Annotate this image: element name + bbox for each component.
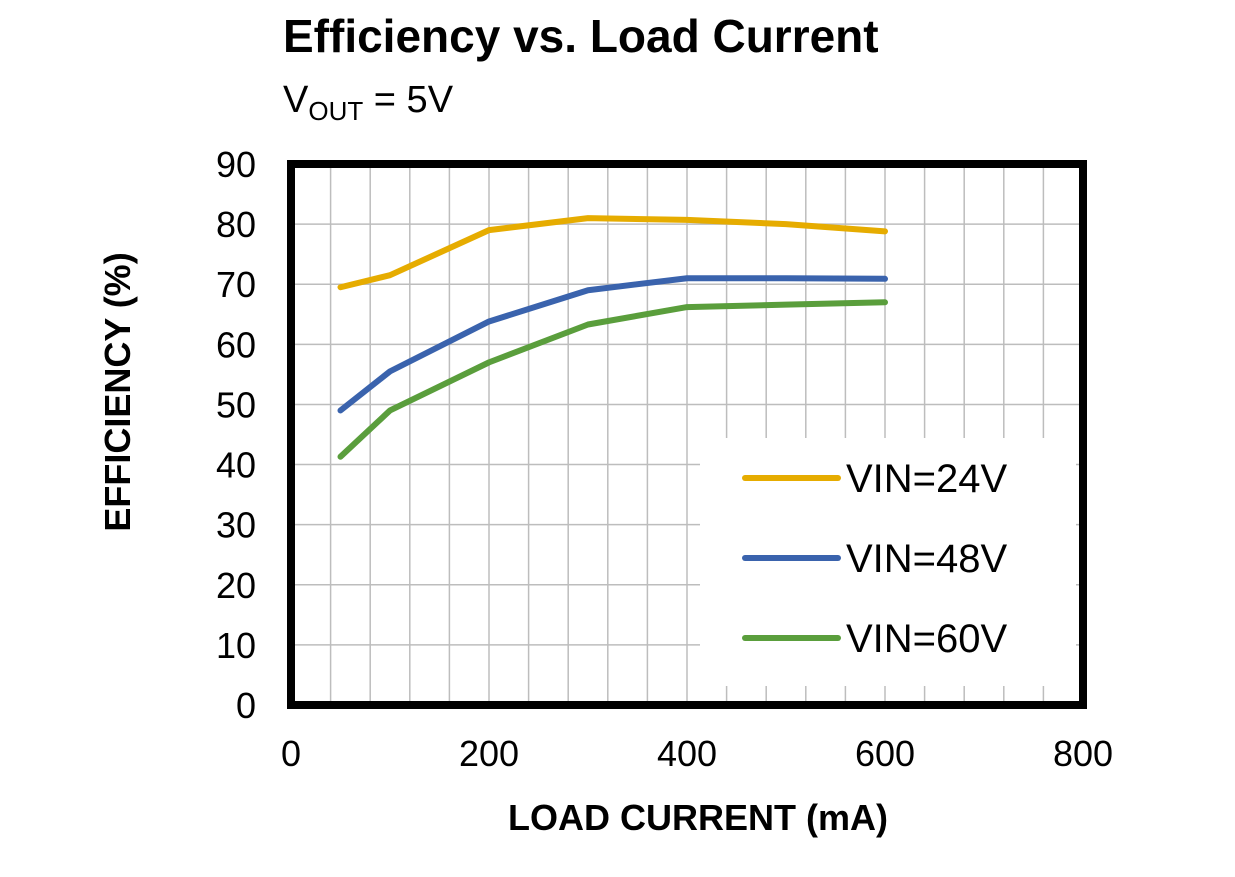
y-tick-label: 70 [216,264,256,305]
x-tick-label: 0 [281,733,301,774]
chart-subtitle: VOUT = 5V [283,79,454,126]
series-line-0 [337,215,888,291]
plot-frame [287,160,1087,709]
series-line-2 [337,299,888,460]
legend-label-1: VIN=48V [846,537,1008,581]
series-lines [337,215,888,460]
x-tick-label: 800 [1053,733,1113,774]
subtitle-v: V [283,79,309,121]
x-tick-label: 600 [855,733,915,774]
legend: VIN=24V VIN=48V VIN=60V [742,457,1008,661]
legend-label-0: VIN=24V [846,457,1008,501]
x-tick-label: 400 [657,733,717,774]
subtitle-rest: = 5V [363,79,453,121]
y-tick-label: 80 [216,204,256,245]
y-tick-label: 0 [236,685,256,726]
y-axis-label: EFFICIENCY (%) [97,252,138,531]
series-line-1 [337,275,888,414]
y-tick-label: 30 [216,505,256,546]
x-tick-labels: 0 200 400 600 800 [281,733,1113,774]
legend-label-2: VIN=60V [846,617,1008,661]
x-axis-label: LOAD CURRENT (mA) [508,797,888,838]
chart-title: Efficiency vs. Load Current [283,10,879,62]
y-tick-label: 20 [216,565,256,606]
y-tick-label: 90 [216,144,256,185]
y-tick-label: 50 [216,384,256,425]
y-tick-labels: 0 10 20 30 40 50 60 70 80 90 [216,144,256,726]
y-tick-label: 60 [216,324,256,365]
y-tick-label: 40 [216,445,256,486]
y-tick-label: 10 [216,625,256,666]
x-tick-label: 200 [459,733,519,774]
subtitle-subscript: OUT [308,96,363,126]
